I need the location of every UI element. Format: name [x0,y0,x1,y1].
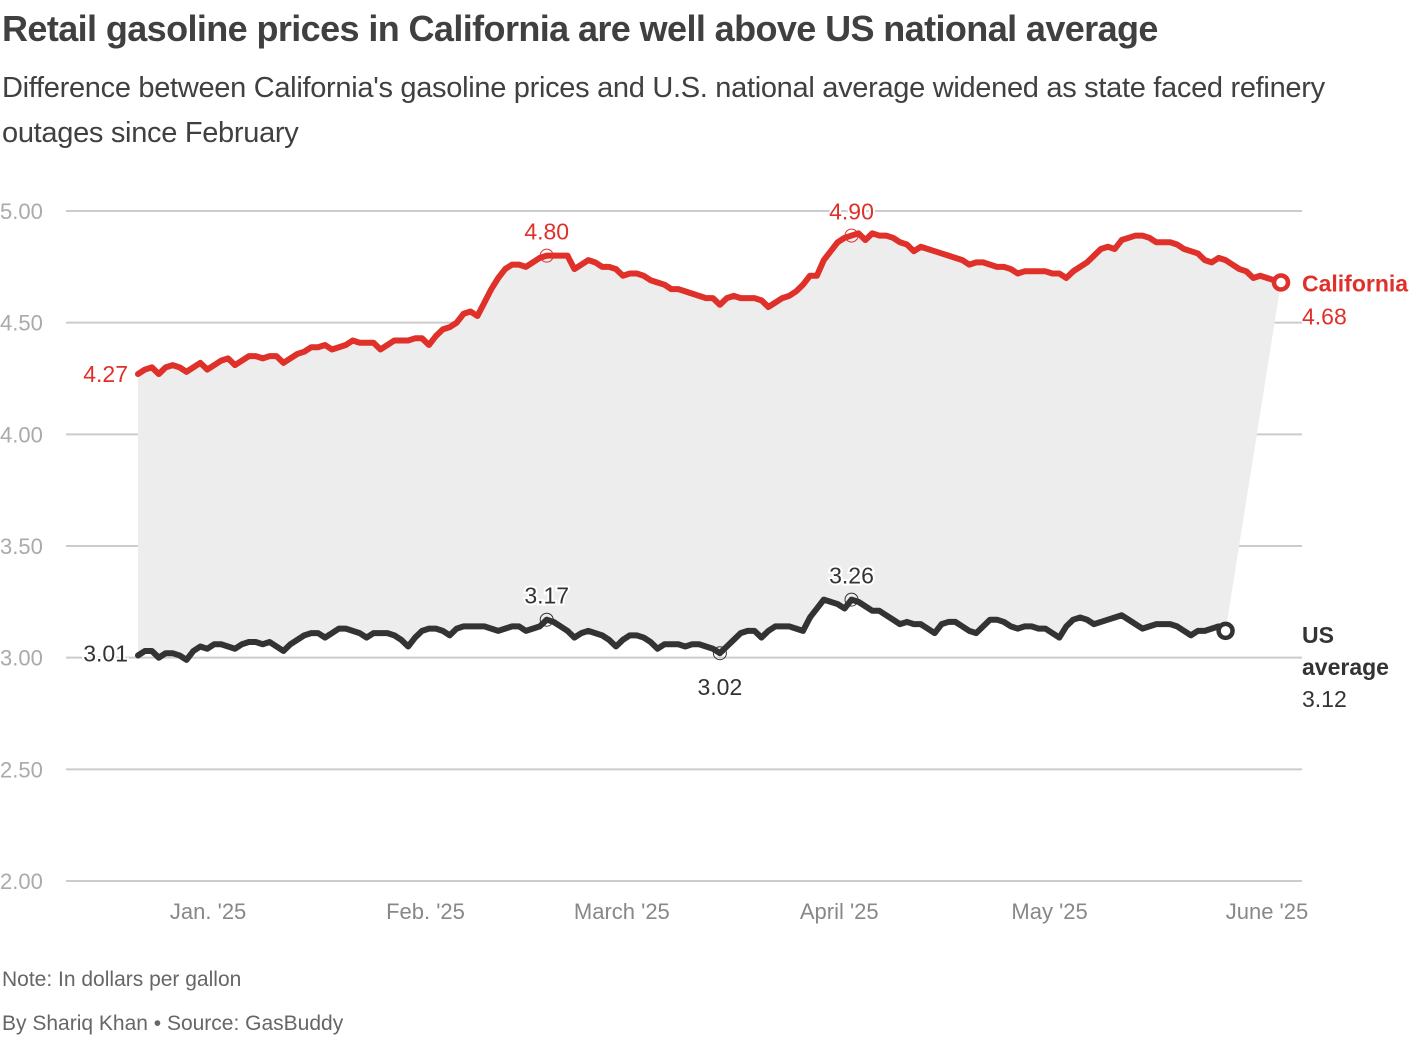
chart-note: Note: In dollars per gallon [2,968,242,991]
us-average-line [135,596,1229,663]
end-value-label: 4.68 [1302,303,1347,329]
chart-subtitle: Difference between California's gasoline… [2,72,1325,149]
annotation-marker [539,612,554,627]
x-axis: Jan. '25 Feb. '25 March '25 April '25 May '2… [170,899,1308,924]
annotation-marker [539,248,554,263]
annotation-marker [844,592,859,607]
start-value-label: 3.01 [83,640,128,666]
series-label-us: average [1302,654,1389,680]
series-label-california: California [1302,270,1408,296]
y-tick-label: 3.00 [0,646,43,671]
x-tick-label: June '25 [1226,899,1309,924]
annotation-label: 4.90 [829,199,874,225]
chart-byline: By Shariq Khan • Source: GasBuddy [2,1012,344,1035]
annotation-marker [844,228,859,243]
x-tick-label: April '25 [800,899,879,924]
y-axis: 5.00 4.50 4.00 3.50 3.00 2.50 2.00 [0,199,43,894]
end-marker [1271,273,1291,292]
annotations: 4.27 3.01 California 4.68 US average 3.12 4.80 4… [81,197,1408,712]
annotation-label: 3.17 [524,583,569,609]
start-value-label: 4.27 [83,361,128,387]
x-tick-label: Jan. '25 [170,899,246,924]
series-label-us: US [1302,622,1334,648]
x-tick-label: Feb. '25 [386,899,465,924]
series-lines [135,230,1291,663]
annotation-label: 3.02 [698,674,743,700]
y-tick-label: 3.50 [0,534,43,559]
x-tick-label: March '25 [574,899,670,924]
annotation-label: 3.26 [829,563,874,589]
y-tick-label: 4.50 [0,311,43,336]
california-line [135,230,1284,378]
x-tick-label: May '25 [1011,899,1087,924]
y-tick-label: 5.00 [0,199,43,224]
end-value-label: 3.12 [1302,686,1347,712]
y-tick-label: 4.00 [0,422,43,447]
end-marker [1216,621,1235,641]
annotation-label: 4.80 [524,219,569,245]
y-tick-label: 2.00 [0,869,43,894]
chart-title: Retail gasoline prices in California are… [2,8,1158,49]
annotation-marker [712,646,727,661]
y-tick-label: 2.50 [0,757,43,782]
